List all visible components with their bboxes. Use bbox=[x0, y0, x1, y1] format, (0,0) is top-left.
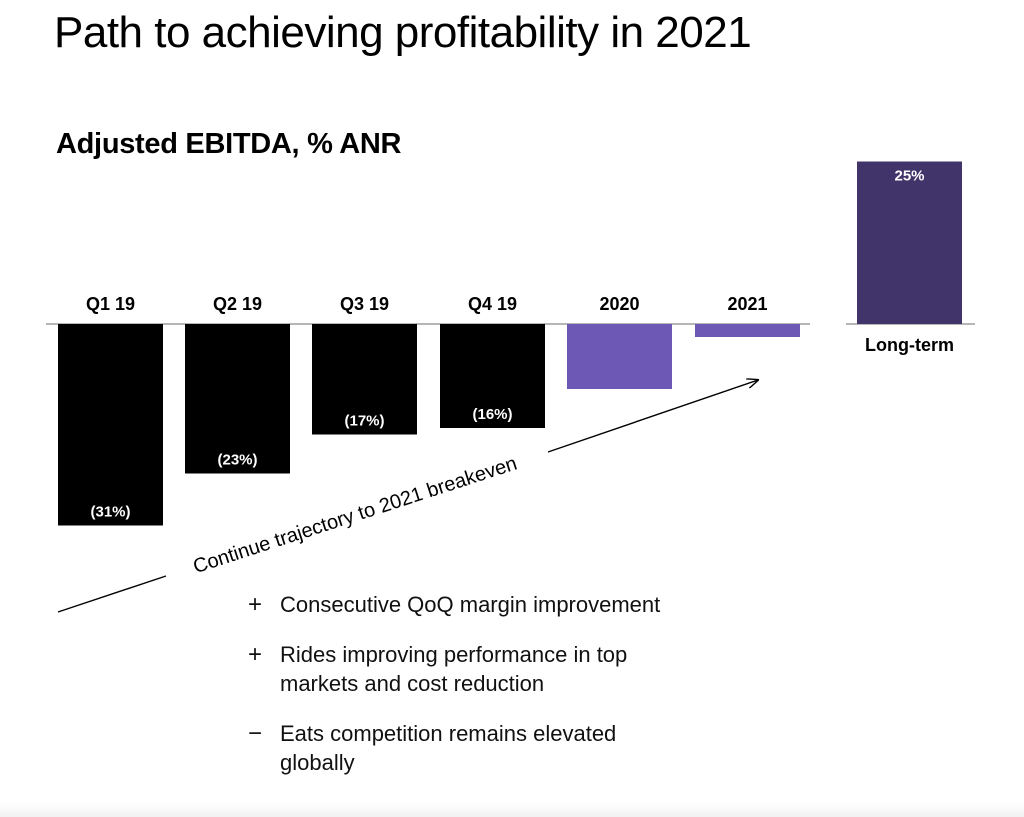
bar-q4-19 bbox=[440, 324, 545, 428]
trajectory-arrow bbox=[547, 380, 758, 453]
note-text: Rides improving performance in top marke… bbox=[280, 642, 628, 696]
bottom-edge bbox=[0, 803, 1024, 817]
note-item: − Eats competition remains elevated glob… bbox=[248, 719, 668, 777]
minus-icon: − bbox=[248, 720, 263, 747]
category-label-2020: 2020 bbox=[599, 294, 639, 314]
data-label-q3-19: (17%) bbox=[344, 413, 384, 430]
category-label-q4-19: Q4 19 bbox=[468, 294, 517, 314]
notes-list: + Consecutive QoQ margin improvement + R… bbox=[248, 590, 668, 798]
category-label-q1-19: Q1 19 bbox=[86, 294, 135, 314]
note-item: + Consecutive QoQ margin improvement bbox=[248, 590, 668, 619]
data-label-long-term: 25% bbox=[894, 168, 924, 185]
bar-2020 bbox=[567, 324, 672, 389]
data-label-q2-19: (23%) bbox=[217, 452, 257, 469]
note-item: + Rides improving performance in top mar… bbox=[248, 640, 668, 698]
trajectory-line-lower bbox=[57, 575, 167, 613]
note-text: Consecutive QoQ margin improvement bbox=[280, 592, 661, 617]
data-label-q4-19: (16%) bbox=[472, 406, 512, 423]
category-label-long-term: Long-term bbox=[865, 335, 954, 355]
bar-2021 bbox=[695, 324, 800, 337]
plus-icon: + bbox=[248, 591, 263, 618]
bar-q2-19 bbox=[185, 324, 290, 474]
bar-long-term bbox=[857, 161, 962, 324]
plus-icon: + bbox=[248, 641, 263, 668]
bar-q3-19 bbox=[312, 324, 417, 435]
page-title: Path to achieving profitability in 2021 bbox=[54, 8, 752, 57]
category-label-q3-19: Q3 19 bbox=[340, 294, 389, 314]
chart-title: Adjusted EBITDA, % ANR bbox=[56, 128, 402, 160]
category-label-q2-19: Q2 19 bbox=[213, 294, 262, 314]
category-label-2021: 2021 bbox=[727, 294, 767, 314]
data-label-q1-19: (31%) bbox=[90, 504, 130, 521]
note-text: Eats competition remains elevated global… bbox=[280, 721, 617, 775]
bar-q1-19 bbox=[58, 324, 163, 526]
